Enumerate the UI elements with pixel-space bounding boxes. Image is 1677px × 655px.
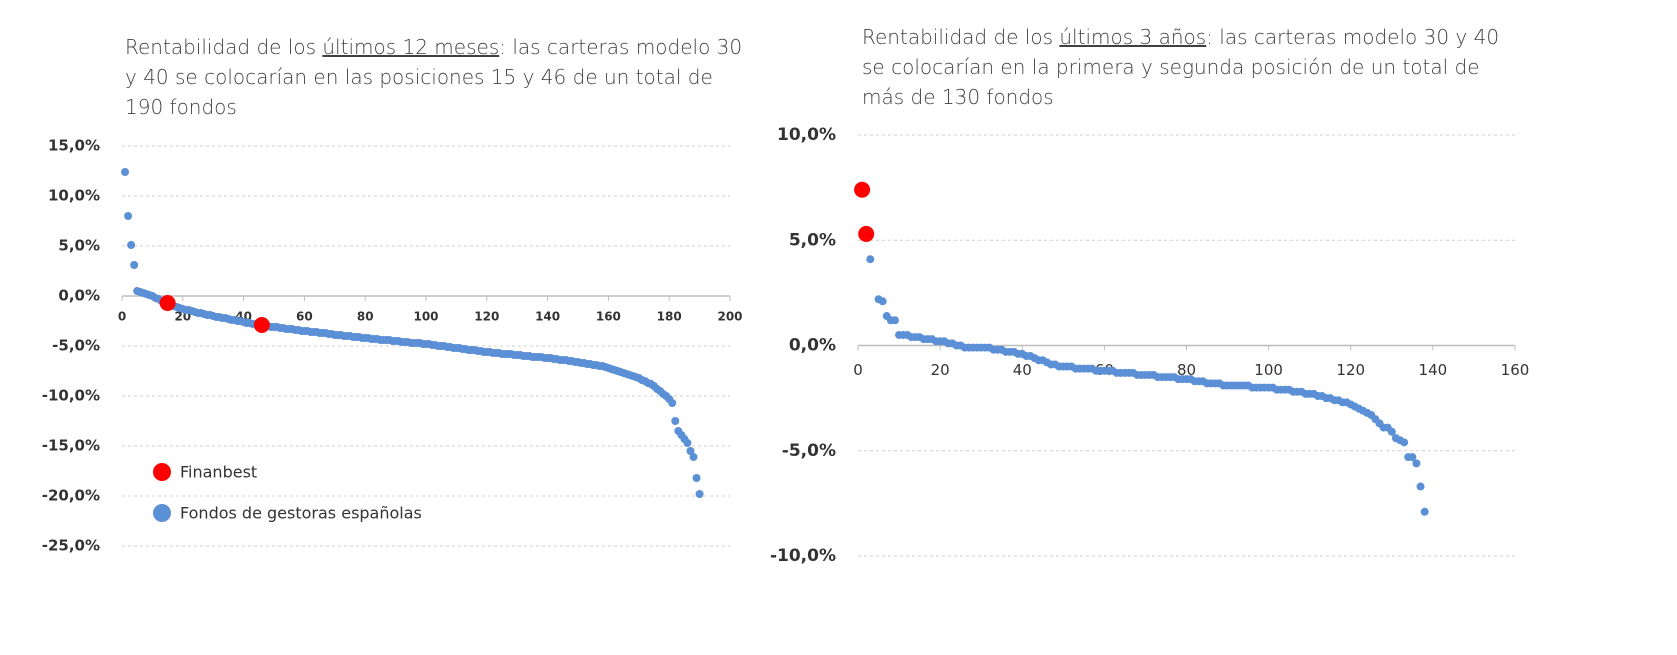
data-point [1412,459,1421,468]
data-point [683,439,692,447]
data-point [1408,453,1417,462]
data-point [127,241,136,249]
data-point [253,317,270,333]
data-point [124,212,133,220]
title-text: Rentabilidad de los [125,35,323,59]
data-point [1400,438,1409,447]
title-text: últimos 12 meses [322,35,500,59]
x-tick-label: 0 [118,310,126,324]
x-tick-label: 40 [1013,361,1032,379]
y-tick-label: -15,0% [42,437,100,455]
x-tick-label: 0 [853,361,863,379]
data-point [671,417,680,425]
data-point [1416,482,1425,491]
legend-label: Finanbest [180,463,257,482]
x-tick-label: 180 [657,310,682,324]
y-tick-label: 5,0% [58,237,100,255]
y-tick-label: 10,0% [777,125,836,145]
chart-title: Rentabilidad de los últimos 12 meses: la… [125,32,755,122]
data-point [686,447,695,455]
data-point [1420,507,1429,516]
y-tick-label: 5,0% [789,230,836,250]
y-tick-label: -10,0% [770,546,836,566]
data-point [866,255,875,264]
data-point [668,399,677,407]
data-point [1387,427,1396,436]
data-point [130,261,139,269]
chart-title: Rentabilidad de los últimos 3 años: las … [862,22,1502,112]
data-point [878,297,887,306]
y-tick-label: -5,0% [782,441,836,461]
title-text: Rentabilidad de los [862,25,1060,49]
x-tick-label: 60 [296,310,313,324]
data-point [858,225,875,242]
x-tick-label: 160 [596,310,621,324]
x-tick-label: 140 [535,310,560,324]
x-tick-label: 100 [1254,361,1283,379]
legend-marker [153,504,171,522]
x-tick-label: 120 [474,310,499,324]
title-text: : las carteras modelo 30 y 40 se colocar… [125,35,743,119]
y-tick-label: 10,0% [48,187,100,205]
x-tick-label: 200 [717,310,742,324]
data-point [854,181,871,198]
data-point [890,316,899,325]
x-tick-label: 80 [1177,361,1196,379]
legend-label: Fondos de gestoras españolas [180,504,422,523]
x-tick-label: 140 [1419,361,1448,379]
title-text: últimos 3 años [1059,25,1207,49]
title-text: : las carteras modelo 30 y 40 se colocar… [862,25,1500,109]
data-point [692,474,701,482]
legend-marker [153,463,171,481]
y-tick-label: 15,0% [48,137,100,155]
y-tick-label: -20,0% [42,487,100,505]
x-tick-label: 160 [1501,361,1530,379]
x-tick-label: 120 [1336,361,1365,379]
y-tick-label: -5,0% [52,337,100,355]
x-tick-label: 100 [413,310,438,324]
x-tick-label: 20 [931,361,950,379]
y-tick-label: 0,0% [789,336,836,356]
data-point [689,453,698,461]
y-tick-label: 0,0% [58,287,100,305]
data-point [159,295,176,311]
data-point [121,168,130,176]
data-point [695,490,704,498]
x-tick-label: 80 [357,310,374,324]
y-tick-label: -10,0% [42,387,100,405]
y-tick-label: -25,0% [42,537,100,555]
